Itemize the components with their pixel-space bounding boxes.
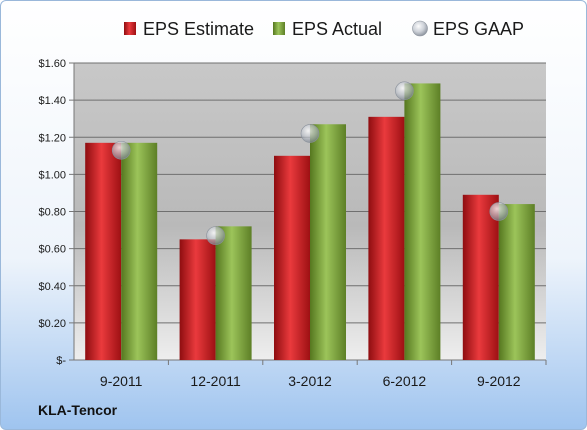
legend-label: EPS GAAP [433,19,524,39]
bar-actual [310,124,346,360]
y-tick-label: $1.40 [38,95,66,107]
legend-label: EPS Actual [292,19,382,39]
x-tick-label: 9-2011 [100,373,143,389]
bar-actual [215,226,252,360]
bar-actual [498,204,535,360]
y-tick-label: $0.60 [38,244,66,256]
legend-label: EPS Estimate [143,19,254,39]
x-tick-label: 12-2011 [190,373,241,389]
x-tick-label: 6-2012 [383,373,427,389]
y-tick-label: $0.40 [38,281,66,293]
y-tick-label: $0.20 [38,318,66,330]
bar-actual [404,83,441,360]
y-tick-label: $1.20 [38,132,66,144]
y-tick-label: $0.80 [38,207,66,219]
y-tick-label: $1.60 [38,58,66,70]
point-gaap [111,140,131,160]
legend-swatch [273,22,285,35]
bar-estimate [274,155,310,360]
bar-actual [121,142,158,360]
point-gaap [300,124,320,143]
x-tick-label: 3-2012 [288,373,332,389]
point-gaap [206,226,225,245]
bar-estimate [462,194,499,360]
point-gaap [395,81,414,101]
bar-estimate [179,239,216,360]
bar-estimate [368,116,405,360]
brand-label: KLA-Tencor [38,402,118,418]
point-gaap [489,202,509,221]
legend-swatch [124,22,136,35]
y-tick-label: $- [56,355,66,367]
legend-swatch [412,20,428,37]
y-tick-label: $1.00 [38,169,66,181]
x-tick-label: 9-2012 [477,373,521,389]
bar-estimate [85,142,122,360]
